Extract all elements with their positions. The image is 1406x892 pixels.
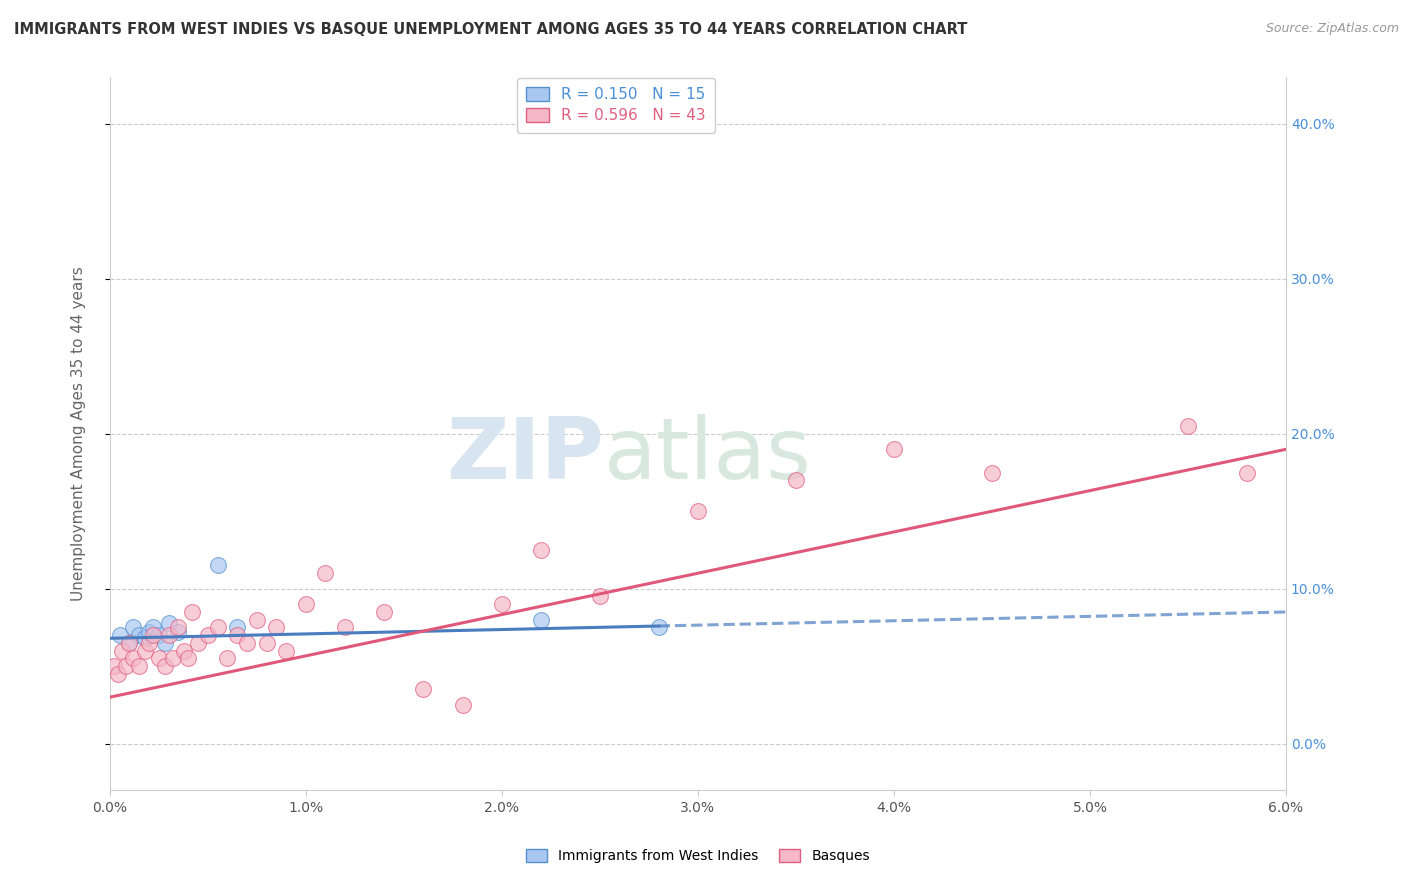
Point: [686, 504, 709, 518]
Point: [589, 590, 612, 604]
Point: [128, 628, 150, 642]
Point: [107, 667, 129, 681]
Point: [153, 636, 176, 650]
Point: [981, 466, 1004, 480]
Point: [167, 620, 190, 634]
Point: [118, 636, 141, 650]
Point: [148, 628, 170, 642]
Point: [373, 605, 395, 619]
Point: [128, 659, 150, 673]
Point: [256, 636, 278, 650]
Point: [226, 628, 249, 642]
Point: [314, 566, 336, 581]
Point: [648, 620, 671, 634]
Point: [785, 473, 807, 487]
Point: [236, 636, 259, 650]
Point: [138, 636, 160, 650]
Point: [451, 698, 474, 712]
Point: [153, 659, 176, 673]
Point: [148, 651, 170, 665]
Point: [103, 659, 125, 673]
Point: [246, 613, 269, 627]
Point: [114, 659, 136, 673]
Point: [134, 643, 156, 657]
Point: [108, 628, 131, 642]
Point: [217, 651, 239, 665]
Point: [1236, 466, 1258, 480]
Point: [134, 632, 156, 646]
Text: ZIP: ZIP: [446, 414, 603, 497]
Point: [207, 558, 229, 573]
Text: IMMIGRANTS FROM WEST INDIES VS BASQUE UNEMPLOYMENT AMONG AGES 35 TO 44 YEARS COR: IMMIGRANTS FROM WEST INDIES VS BASQUE UN…: [14, 22, 967, 37]
Point: [167, 625, 190, 640]
Point: [181, 605, 204, 619]
Text: atlas: atlas: [603, 414, 811, 497]
Point: [110, 643, 132, 657]
Point: [530, 543, 553, 558]
Point: [197, 628, 219, 642]
Point: [142, 628, 165, 642]
Point: [138, 625, 160, 640]
Point: [142, 620, 165, 634]
Point: [333, 620, 356, 634]
Point: [118, 636, 141, 650]
Point: [883, 442, 905, 457]
Point: [1177, 419, 1199, 434]
Text: Source: ZipAtlas.com: Source: ZipAtlas.com: [1265, 22, 1399, 36]
Point: [157, 628, 180, 642]
Point: [295, 597, 318, 611]
Point: [122, 651, 145, 665]
Point: [266, 620, 288, 634]
Point: [173, 643, 195, 657]
Point: [157, 615, 180, 630]
Point: [177, 651, 200, 665]
Point: [276, 643, 298, 657]
Y-axis label: Unemployment Among Ages 35 to 44 years: Unemployment Among Ages 35 to 44 years: [72, 267, 86, 601]
Point: [226, 620, 249, 634]
Point: [187, 636, 209, 650]
Point: [491, 597, 513, 611]
Point: [122, 620, 145, 634]
Point: [207, 620, 229, 634]
Point: [530, 613, 553, 627]
Point: [162, 651, 184, 665]
Point: [412, 682, 434, 697]
Legend: R = 0.150   N = 15, R = 0.596   N = 43: R = 0.150 N = 15, R = 0.596 N = 43: [516, 78, 714, 133]
